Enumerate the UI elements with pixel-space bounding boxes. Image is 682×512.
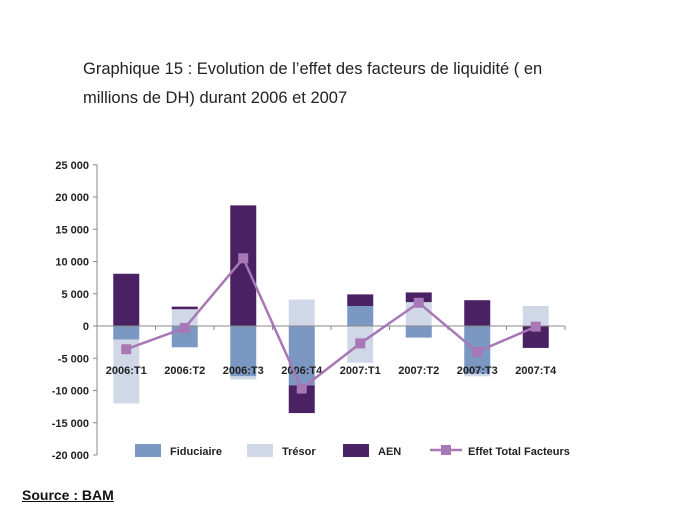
x-tick-label: 2006:T1 bbox=[106, 365, 147, 377]
line-point bbox=[472, 346, 483, 357]
bar-fiduciaire bbox=[288, 326, 315, 386]
line-effet-total bbox=[125, 255, 537, 391]
bar-aen bbox=[171, 306, 198, 310]
bar-aen bbox=[347, 294, 374, 307]
legend-swatch bbox=[135, 444, 161, 457]
bar-fiduciaire bbox=[230, 326, 257, 377]
y-tick-label: 15 000 bbox=[55, 224, 89, 236]
bar-aen bbox=[464, 300, 491, 326]
bar-aen bbox=[522, 326, 549, 348]
line-point bbox=[413, 297, 424, 308]
bar-trsor bbox=[522, 306, 549, 326]
y-tick-label: 25 000 bbox=[55, 160, 89, 172]
chart-title-line1: Graphique 15 : Evolution de l’effet des … bbox=[83, 60, 543, 78]
legend-label: Fiduciaire bbox=[170, 446, 222, 458]
legend-label: Trésor bbox=[282, 446, 316, 458]
legend-marker bbox=[441, 445, 451, 455]
bar-aen bbox=[230, 205, 257, 326]
bar-trsor bbox=[464, 373, 491, 377]
bar-fiduciaire bbox=[405, 326, 432, 338]
bar-trsor bbox=[230, 376, 257, 380]
x-tick-label: 2007:T2 bbox=[398, 365, 439, 377]
bar-fiduciaire bbox=[347, 306, 374, 326]
line-point bbox=[355, 338, 366, 349]
line-point bbox=[179, 322, 190, 333]
chart-title-line2: millions de DH) durant 2006 et 2007 bbox=[83, 89, 348, 107]
legend-label: Effet Total Facteurs bbox=[468, 446, 570, 458]
x-tick-label: 2006:T4 bbox=[281, 365, 323, 377]
legend-label: AEN bbox=[378, 446, 401, 458]
y-tick-label: 0 bbox=[83, 321, 89, 333]
y-tick-label: 5 000 bbox=[61, 289, 89, 301]
y-tick-label: -20 000 bbox=[52, 450, 89, 462]
bar-fiduciaire bbox=[113, 326, 140, 340]
line-point bbox=[296, 383, 307, 394]
y-tick-label: -10 000 bbox=[52, 386, 89, 398]
y-tick-label: -15 000 bbox=[52, 418, 89, 430]
bar-aen bbox=[405, 292, 432, 303]
line-point bbox=[238, 253, 249, 264]
y-tick-label: 10 000 bbox=[55, 257, 89, 269]
line-point bbox=[530, 321, 541, 332]
y-tick-label: 20 000 bbox=[55, 192, 89, 204]
x-tick-label: 2007:T4 bbox=[515, 365, 557, 377]
source-note: Source : BAM bbox=[22, 487, 114, 503]
bar-trsor bbox=[288, 299, 315, 326]
y-tick-label: -5 000 bbox=[58, 353, 89, 365]
legend-swatch bbox=[247, 444, 273, 457]
x-tick-label: 2006:T2 bbox=[164, 365, 205, 377]
x-tick-label: 2006:T3 bbox=[223, 365, 264, 377]
line-point bbox=[121, 344, 132, 355]
x-tick-label: 2007:T1 bbox=[340, 365, 381, 377]
x-tick-label: 2007:T3 bbox=[457, 365, 498, 377]
bar-aen bbox=[113, 273, 140, 326]
legend-swatch bbox=[343, 444, 369, 457]
